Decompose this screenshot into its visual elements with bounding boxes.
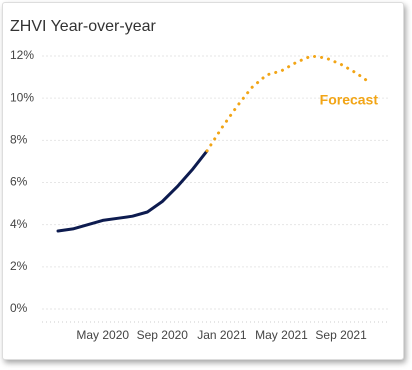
x-tick-label: Jan 2021 [197,328,247,342]
y-tick-label: 8% [10,133,28,147]
x-tick-label: Sep 2020 [137,328,189,342]
y-tick-label: 6% [10,175,28,189]
card [2,2,404,360]
series-line [205,54,373,153]
series-label: Forecast [320,92,379,108]
y-tick-label: 12% [10,48,34,62]
x-tick-label: May 2020 [76,328,129,342]
y-tick-label: 2% [10,259,28,273]
x-tick-label: Sep 2021 [315,328,367,342]
series-line [56,149,209,233]
y-tick-label: 4% [10,217,28,231]
chart-title: ZHVI Year-over-year [10,18,157,35]
y-tick-label: 10% [10,90,34,104]
x-tick-label: May 2021 [255,328,308,342]
y-tick-label: 0% [10,301,28,315]
